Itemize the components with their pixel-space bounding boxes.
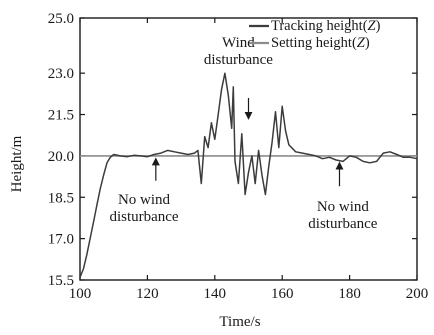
x-tick-label: 140 — [204, 286, 227, 302]
x-tick-label: 160 — [271, 286, 294, 302]
annotation-text: disturbance — [109, 209, 178, 225]
series-layer — [79, 72, 418, 278]
annotation-text: disturbance — [204, 52, 273, 68]
annotation-text: No wind — [317, 199, 370, 215]
y-tick-label: 15.5 — [48, 273, 74, 289]
y-axis-label: Height/m — [9, 135, 25, 192]
annotation-text: Wind — [222, 35, 255, 51]
x-tick-label: 200 — [406, 286, 429, 302]
y-tick-label: 17.0 — [48, 232, 74, 248]
x-tick-label: 120 — [136, 286, 159, 302]
y-tick-label: 23.0 — [48, 66, 74, 82]
legend-label: Tracking height(Z) — [271, 18, 381, 34]
y-tick-label: 18.5 — [48, 190, 74, 206]
y-tick-label: 21.5 — [48, 108, 74, 124]
plot-frame — [79, 17, 418, 281]
annotation-text: No wind — [118, 192, 171, 208]
y-tick-label: 25.0 — [48, 11, 74, 27]
x-tick-label: 100 — [69, 286, 92, 302]
axes: 100 120 140 160 180 200 15.5 17.0 18.5 20.0 21.5 23… — [48, 11, 429, 302]
x-tick-label: 180 — [338, 286, 361, 302]
x-axis-label: Time/s — [219, 314, 260, 330]
legend: Tracking height(Z)Setting height(Z) — [249, 18, 381, 51]
legend-item: Setting height(Z) — [249, 35, 370, 51]
legend-label: Setting height(Z) — [271, 35, 370, 51]
tracking-height-line — [79, 72, 418, 278]
annotation-text: disturbance — [308, 216, 377, 232]
legend-item: Tracking height(Z) — [249, 18, 381, 34]
y-tick-label: 20.0 — [48, 149, 74, 165]
